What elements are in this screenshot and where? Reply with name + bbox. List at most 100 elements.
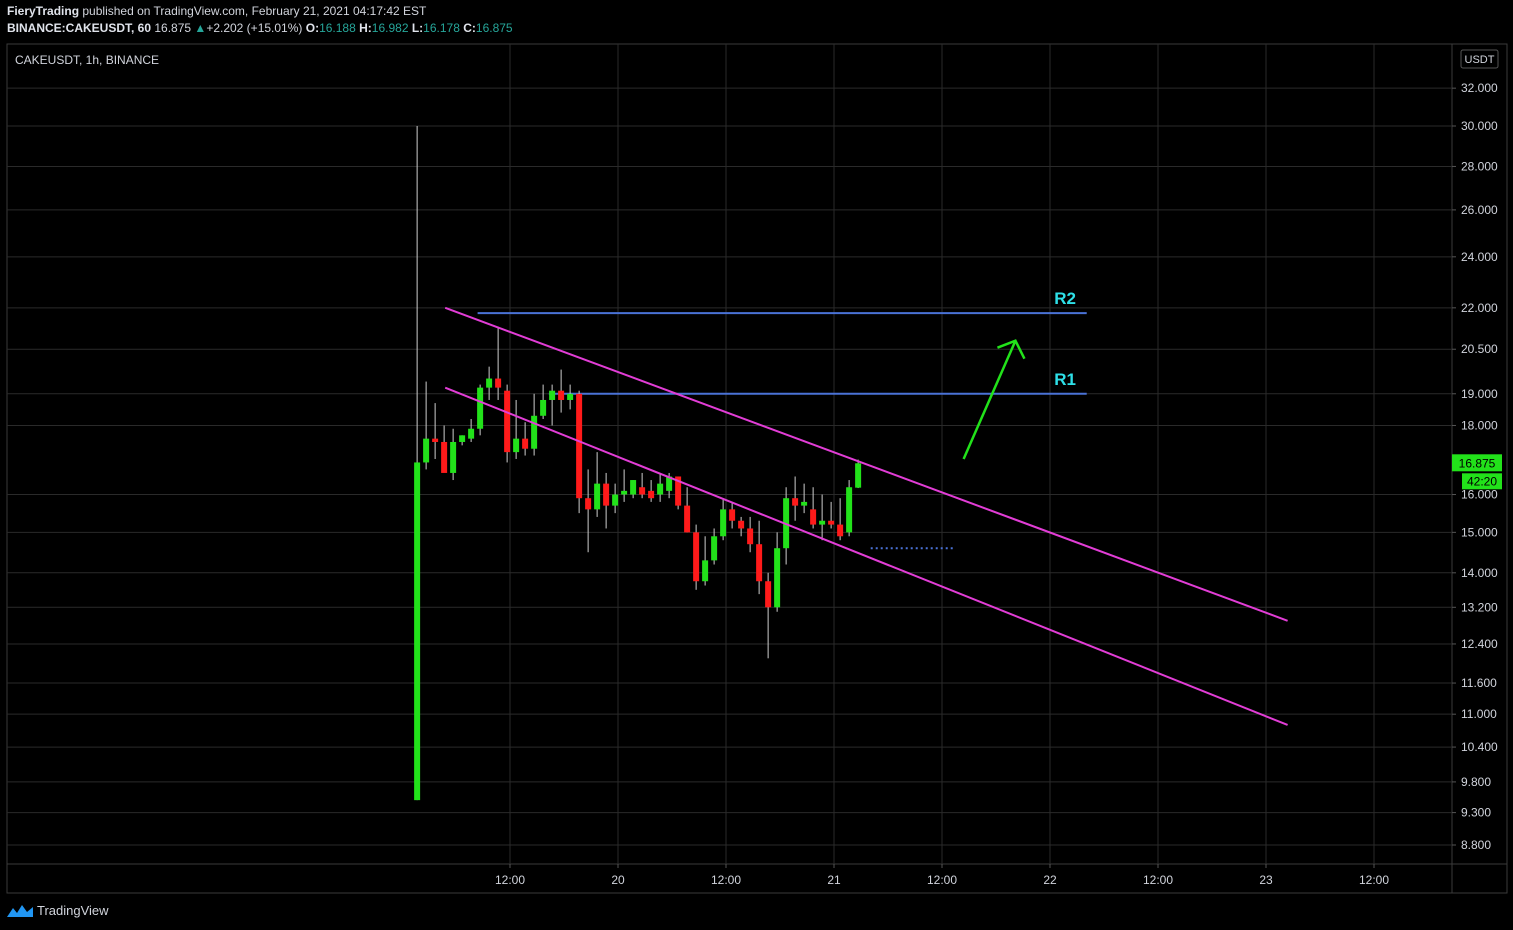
candle-body: [801, 501, 808, 506]
candle-body: [594, 483, 601, 510]
low-value: 16.178: [423, 21, 460, 35]
y-tick-label: 14.000: [1461, 566, 1498, 580]
channel-lower-line: [444, 386, 1288, 726]
y-tick-label: 22.000: [1461, 301, 1498, 315]
up-arrow-shaft: [962, 340, 1017, 460]
x-tick-label: 20: [611, 873, 625, 887]
symbol-line: BINANCE:CAKEUSDT, 60: [7, 21, 152, 35]
candle-body: [846, 487, 853, 533]
y-tick-label: 9.800: [1461, 775, 1491, 789]
candle-body: [531, 415, 538, 449]
y-tick-label: 19.000: [1461, 387, 1498, 401]
last-price-label: 16.875: [1459, 456, 1496, 470]
up-arrow-icon: [996, 339, 1026, 360]
high-label: H:: [359, 21, 372, 35]
candle-body: [513, 438, 520, 453]
candle-body: [495, 378, 502, 388]
candle-body: [855, 463, 862, 488]
open-value: 16.188: [319, 21, 356, 35]
candle-body: [414, 462, 421, 801]
x-tick-label: 12:00: [711, 873, 741, 887]
candle-body: [819, 520, 826, 525]
y-tick-label: 28.000: [1461, 159, 1498, 173]
candle-body: [657, 483, 664, 495]
candle-body: [432, 438, 439, 442]
candle-body: [729, 509, 736, 521]
published-text: published on TradingView.com, February 2…: [82, 4, 427, 18]
candle-body: [549, 390, 556, 400]
author-name[interactable]: FieryTrading: [7, 4, 80, 18]
candle-body: [612, 494, 619, 506]
close-value: 16.875: [475, 21, 513, 35]
x-tick-label: 12:00: [1143, 873, 1173, 887]
y-tick-label: 11.000: [1461, 707, 1497, 721]
candle-body: [639, 487, 646, 495]
tradingview-logo[interactable]: TradingView: [7, 903, 109, 918]
candle-body: [450, 441, 457, 473]
candle-body: [603, 483, 610, 506]
candle-body: [567, 393, 574, 400]
last-price: 16.875: [154, 21, 192, 35]
candle-body: [765, 581, 772, 608]
x-tick-label: 21: [827, 873, 841, 887]
x-tick-label: 12:00: [1359, 873, 1389, 887]
y-tick-label: 15.000: [1461, 525, 1498, 539]
y-tick-label: 24.000: [1461, 250, 1498, 264]
candle-body: [558, 390, 565, 400]
open-label: O:: [305, 21, 320, 35]
candle-body: [693, 532, 700, 582]
x-tick-label: 12:00: [927, 873, 957, 887]
r2-label: R2: [1054, 289, 1076, 308]
candle-body: [810, 509, 817, 525]
y-tick-label: 16.000: [1461, 488, 1498, 502]
y-tick-label: 32.000: [1461, 81, 1498, 95]
change-text: +2.202 (+15.01%): [206, 21, 303, 35]
chart-frame: [6, 43, 1508, 894]
candle-body: [738, 520, 745, 529]
candle-body: [468, 428, 475, 439]
chart-legend: CAKEUSDT, 1h, BINANCE: [15, 53, 160, 67]
candle-body: [702, 560, 709, 582]
channel-upper-line: [444, 306, 1288, 622]
candle-body: [675, 476, 682, 506]
y-tick-label: 10.400: [1461, 740, 1498, 754]
candle-body: [711, 536, 718, 561]
x-tick-label: 12:00: [495, 873, 525, 887]
candle-body: [630, 480, 637, 495]
countdown-badge: [1462, 473, 1502, 490]
y-tick-label: 13.200: [1461, 600, 1498, 614]
currency-badge: [1460, 49, 1499, 69]
countdown-label: 42:20: [1467, 474, 1497, 488]
candle-body: [477, 387, 484, 429]
close-label: C:: [463, 21, 476, 35]
candle-body: [522, 438, 529, 449]
symbol-ohlc-line: BINANCE:CAKEUSDT, 60 16.875 ▲+2.202 (+15…: [7, 21, 513, 35]
candle-body: [423, 438, 430, 463]
candle-body: [774, 548, 781, 608]
y-tick-label: 26.000: [1461, 203, 1498, 217]
candle-body: [459, 435, 466, 442]
candle-body: [828, 520, 835, 525]
candle-body: [648, 490, 655, 499]
candle-body: [504, 390, 511, 453]
candle-body: [441, 441, 448, 473]
x-tick-label: 22: [1043, 873, 1057, 887]
y-tick-label: 18.000: [1461, 418, 1498, 432]
change-arrow-icon: ▲: [194, 21, 207, 35]
candle-body: [486, 378, 493, 388]
last-price-badge: [1452, 454, 1502, 472]
low-label: L:: [411, 21, 424, 35]
candle-body: [576, 393, 583, 499]
candle-body: [792, 498, 799, 506]
candle-body: [720, 509, 727, 537]
candle-body: [540, 399, 547, 416]
candle-body: [684, 505, 691, 533]
publish-info: FieryTrading published on TradingView.co…: [7, 4, 426, 18]
footer-brand: TradingView: [37, 903, 109, 918]
tradingview-logo-icon: [7, 904, 33, 917]
y-tick-label: 9.300: [1461, 806, 1491, 820]
x-tick-label: 23: [1259, 873, 1273, 887]
y-tick-label: 8.800: [1461, 838, 1491, 852]
y-tick-label: 30.000: [1461, 119, 1498, 133]
